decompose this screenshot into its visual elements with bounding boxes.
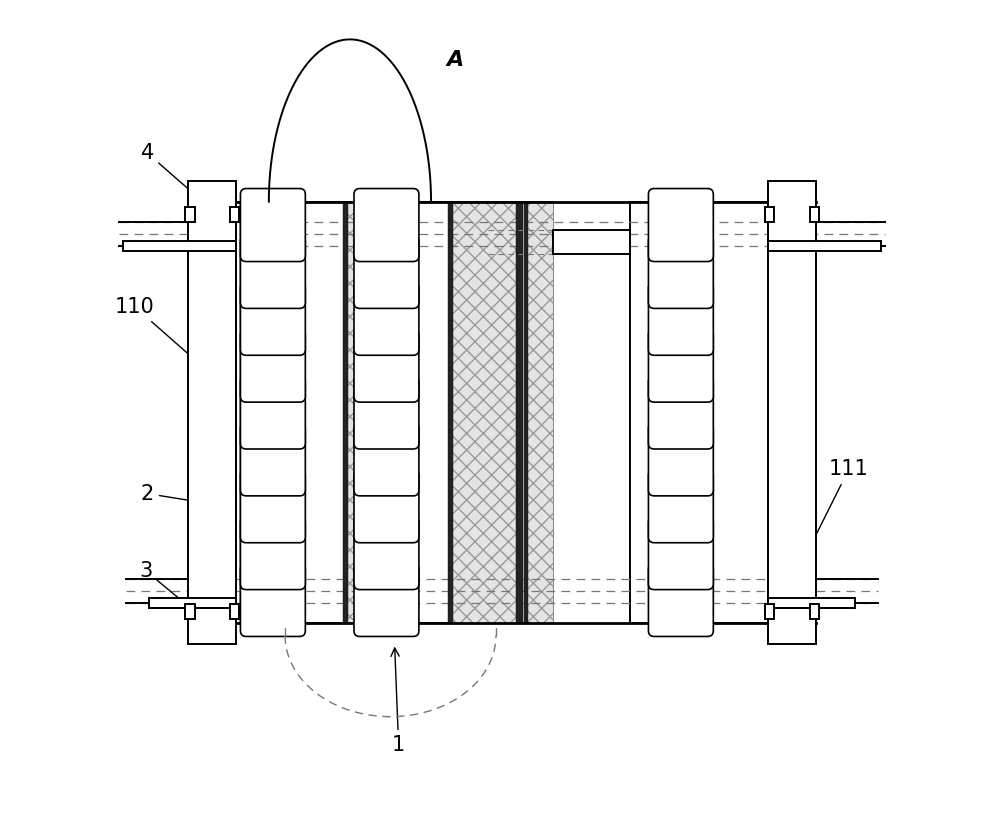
Bar bbox=[295, 201, 302, 624]
Bar bbox=[346, 201, 409, 624]
FancyBboxPatch shape bbox=[240, 189, 305, 262]
FancyBboxPatch shape bbox=[648, 563, 713, 636]
Bar bbox=[239, 201, 296, 624]
FancyBboxPatch shape bbox=[354, 235, 419, 309]
FancyBboxPatch shape bbox=[648, 235, 713, 309]
Text: 3: 3 bbox=[139, 561, 194, 610]
FancyBboxPatch shape bbox=[354, 563, 419, 636]
FancyBboxPatch shape bbox=[648, 516, 713, 590]
FancyBboxPatch shape bbox=[354, 376, 419, 449]
Bar bbox=[408, 201, 414, 624]
Bar bbox=[524, 201, 528, 624]
FancyBboxPatch shape bbox=[240, 282, 305, 356]
Bar bbox=[765, 605, 774, 619]
Bar bbox=[810, 605, 819, 619]
FancyBboxPatch shape bbox=[354, 189, 419, 262]
Text: 1: 1 bbox=[391, 648, 405, 755]
FancyBboxPatch shape bbox=[240, 563, 305, 636]
Text: 2: 2 bbox=[141, 483, 204, 506]
FancyBboxPatch shape bbox=[354, 469, 419, 543]
Text: 4: 4 bbox=[141, 143, 209, 207]
FancyBboxPatch shape bbox=[648, 329, 713, 402]
Bar bbox=[810, 207, 819, 222]
Bar bbox=[768, 242, 881, 251]
FancyBboxPatch shape bbox=[240, 423, 305, 496]
FancyBboxPatch shape bbox=[648, 189, 713, 262]
FancyBboxPatch shape bbox=[648, 282, 713, 356]
Bar bbox=[451, 201, 516, 624]
Bar bbox=[630, 201, 768, 624]
FancyBboxPatch shape bbox=[354, 282, 419, 356]
Bar bbox=[185, 605, 195, 619]
Bar bbox=[236, 201, 553, 624]
FancyBboxPatch shape bbox=[648, 376, 713, 449]
Bar bbox=[230, 207, 239, 222]
FancyBboxPatch shape bbox=[240, 329, 305, 402]
FancyBboxPatch shape bbox=[240, 235, 305, 309]
FancyBboxPatch shape bbox=[240, 516, 305, 590]
Text: 111: 111 bbox=[790, 460, 869, 587]
Bar bbox=[149, 598, 236, 608]
Bar bbox=[553, 230, 630, 254]
Text: A: A bbox=[447, 50, 464, 69]
Bar bbox=[448, 201, 453, 624]
FancyBboxPatch shape bbox=[240, 376, 305, 449]
Bar bbox=[123, 242, 236, 251]
Bar bbox=[343, 201, 348, 624]
Bar bbox=[230, 605, 239, 619]
Bar bbox=[516, 201, 523, 624]
Text: 110: 110 bbox=[115, 297, 233, 394]
Bar bbox=[185, 207, 195, 222]
Bar bbox=[765, 207, 774, 222]
FancyBboxPatch shape bbox=[648, 423, 713, 496]
FancyBboxPatch shape bbox=[240, 469, 305, 543]
FancyBboxPatch shape bbox=[354, 516, 419, 590]
Bar bbox=[768, 182, 816, 644]
FancyBboxPatch shape bbox=[354, 423, 419, 496]
FancyBboxPatch shape bbox=[648, 469, 713, 543]
Bar bbox=[768, 598, 855, 608]
FancyBboxPatch shape bbox=[354, 329, 419, 402]
Bar bbox=[526, 201, 553, 624]
Bar bbox=[188, 182, 236, 644]
